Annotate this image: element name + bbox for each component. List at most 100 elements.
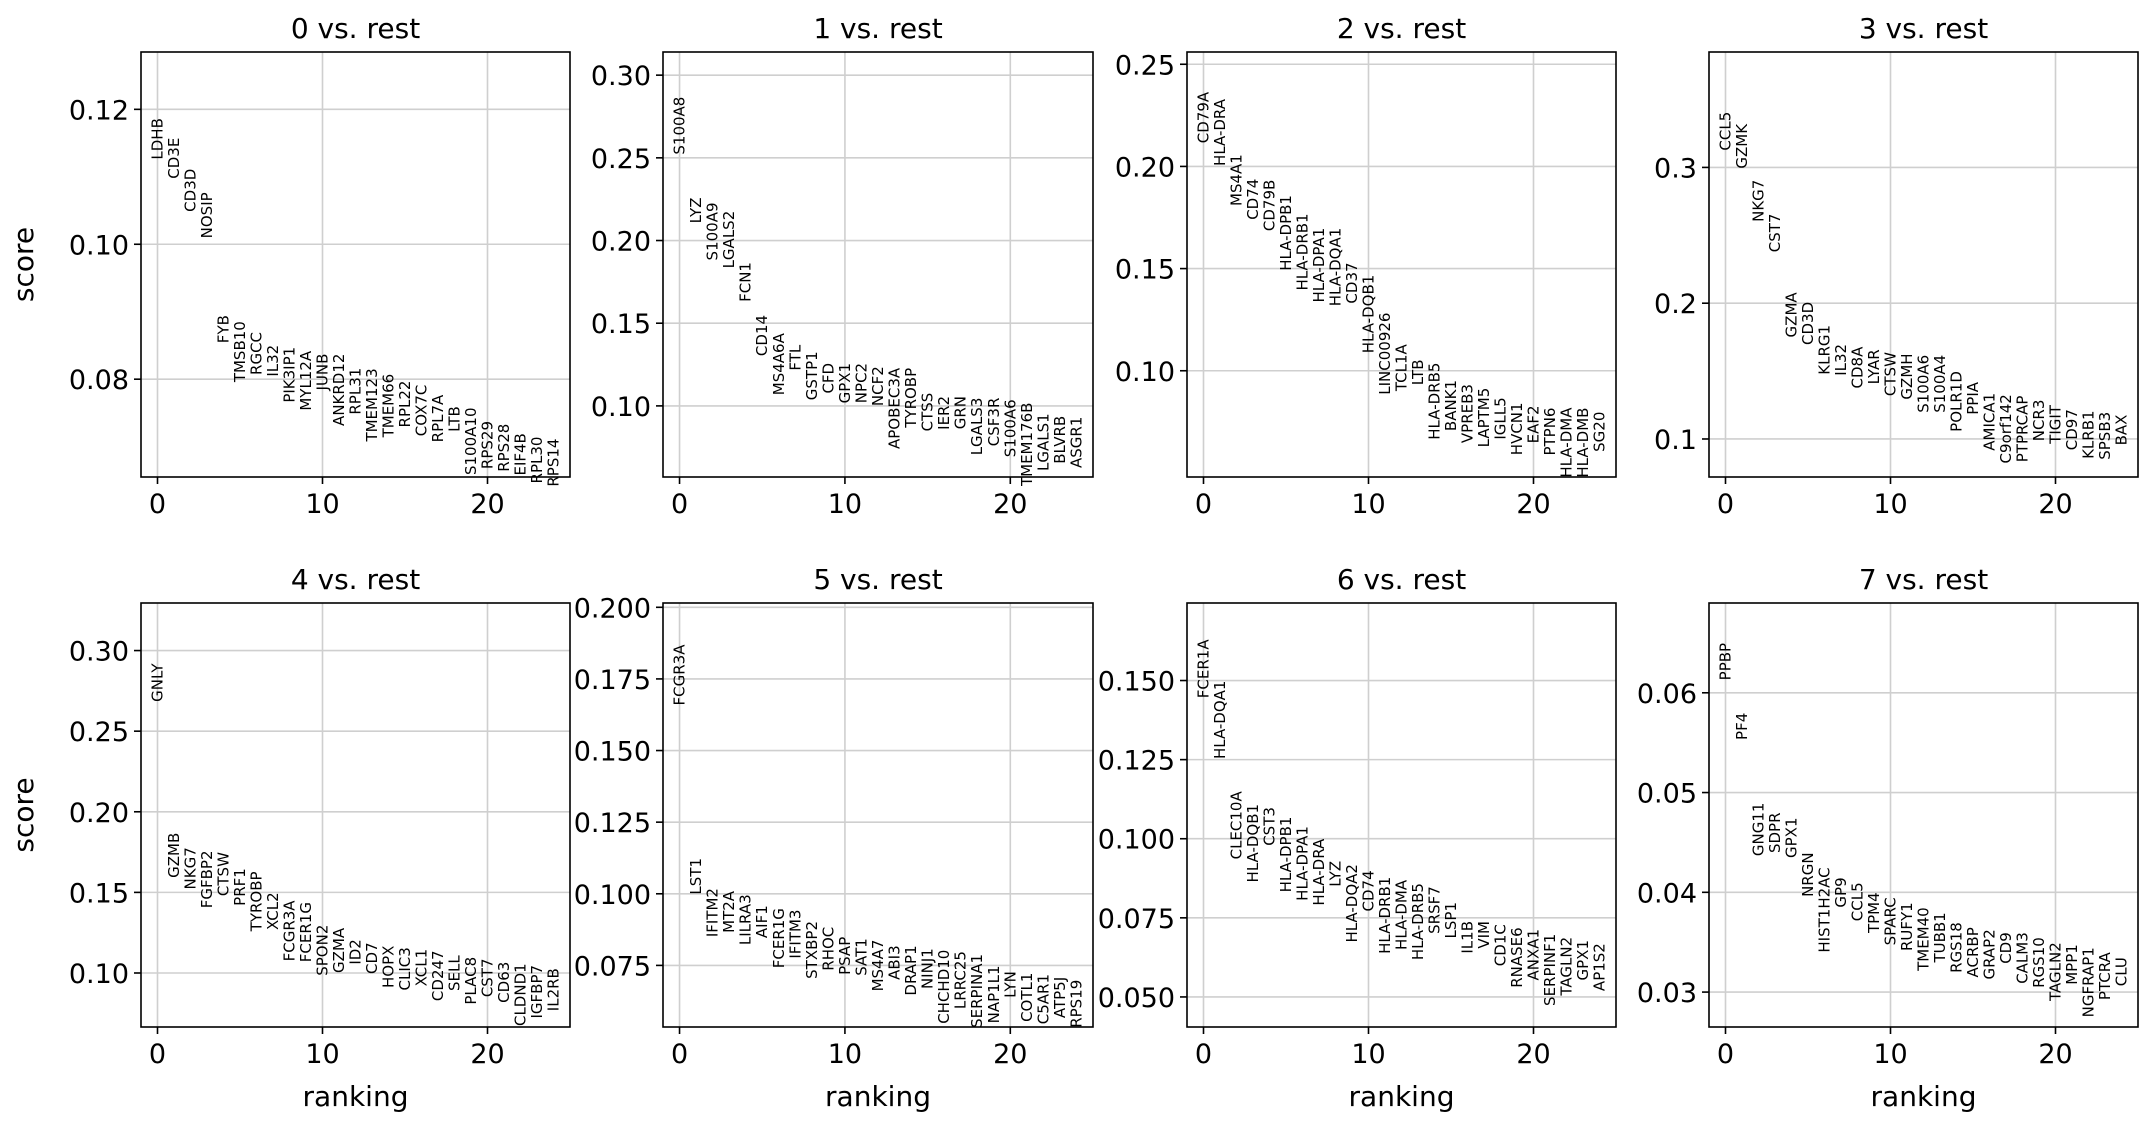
gene-label: BLVRB <box>1051 416 1069 464</box>
y-tick-label: 0.200 <box>574 593 651 624</box>
gene-label: SPARC <box>1882 897 1900 945</box>
y-tick-label: 0.15 <box>591 309 651 340</box>
panel-2: 0 10 200.100.150.200.252 vs. restCD79AHLA-… <box>1115 12 1617 520</box>
x-tick-label: 20 <box>1516 489 1550 520</box>
gene-label: RPL22 <box>396 381 414 428</box>
gene-label: SDPR <box>1766 813 1784 854</box>
plot-frame <box>140 51 571 478</box>
gene-label: AIF1 <box>753 905 771 938</box>
gene-label: TAGLN2 <box>2047 942 2065 1002</box>
y-tick-label: 0.1 <box>1654 425 1697 456</box>
gene-label: HVCN1 <box>1508 402 1526 455</box>
gene-label: CLU <box>2113 957 2131 986</box>
gene-label: GZMK <box>1733 123 1751 169</box>
gene-label: ID2 <box>347 939 365 965</box>
panel-title: 7 vs. rest <box>1859 563 1988 596</box>
gene-label: CSF3R <box>985 398 1003 447</box>
gene-label: CHCHD10 <box>935 950 953 1024</box>
y-tick-label: 0.06 <box>1637 679 1697 710</box>
gene-label: XCL2 <box>264 892 282 930</box>
gene-label: HLA-DRB1 <box>1294 213 1312 290</box>
y-tick-label: 0.15 <box>69 878 129 909</box>
x-tick-label: 0 <box>149 489 166 520</box>
gene-label: HIST1H2AC <box>1816 867 1834 952</box>
x-tick-label: 20 <box>470 489 504 520</box>
gene-label: HLA-DPB1 <box>1277 195 1295 271</box>
panel-6: 0 10 20 0.050 0.075 0.100 0.125 0.150 6 vs. rest… <box>1098 563 1617 1113</box>
gene-label: PPIA <box>1964 381 1982 415</box>
x-tick-label: 0 <box>1195 1039 1212 1070</box>
plot-frame <box>1186 602 1617 1028</box>
gene-label: GZMH <box>1898 353 1916 399</box>
gene-label: GP9 <box>1832 877 1850 907</box>
gene-label: RUFY1 <box>1898 902 1916 951</box>
gene-label: FCN1 <box>737 262 755 302</box>
y-tick-label: 0.04 <box>1637 878 1697 909</box>
gene-label: RHOC <box>819 927 837 971</box>
gene-label: FCGR3A <box>281 900 299 962</box>
plot-frame <box>140 602 571 1028</box>
gene-label: IL32 <box>264 345 282 377</box>
gene-label: CD247 <box>429 950 447 1001</box>
gene-label: IL2RB <box>545 968 563 1011</box>
y-tick-label: 0.12 <box>69 95 129 126</box>
gene-label: MS4A6A <box>770 332 788 395</box>
gene-label: LILRA3 <box>737 894 755 945</box>
gene-label: LAPTM5 <box>1475 388 1493 448</box>
x-tick-label: 20 <box>993 1039 1027 1070</box>
gene-label: HLA-DQA1 <box>1211 681 1229 760</box>
panel-4: 0 10 20 0.10 0.15 0.20 0.25 0.30 4 vs. rest score… <box>7 563 571 1113</box>
gene-label: RPS28 <box>495 424 513 472</box>
y-tick-label: 0.30 <box>69 637 129 668</box>
gene-label: NKG7 <box>182 847 200 889</box>
gene-label: SERPINA1 <box>968 954 986 1028</box>
gene-label: NCF2 <box>869 366 887 406</box>
gene-label: CFD <box>819 363 837 394</box>
gene-label: HLA-DMB <box>1574 408 1592 478</box>
gene-label: HLA-DQB1 <box>1360 275 1378 354</box>
gene-label: LDHB <box>149 118 167 159</box>
y-tick-label: 0.30 <box>591 61 651 92</box>
gene-label: HLA-DPA1 <box>1310 228 1328 303</box>
gene-label: LST1 <box>687 858 705 895</box>
gene-label: FYB <box>215 315 233 343</box>
gene-label: GSTP1 <box>803 351 821 400</box>
panel-title: 2 vs. rest <box>1337 12 1466 45</box>
gene-label: CLEC10A <box>1228 791 1246 860</box>
gene-label: MS4A7 <box>869 940 887 992</box>
gene-label: LYZ <box>1327 861 1345 887</box>
gene-label: S100A9 <box>704 202 722 260</box>
gene-label: FCGR3A <box>671 644 689 706</box>
gene-label: VIM <box>1475 921 1493 949</box>
gene-label: GNLY <box>149 663 167 702</box>
panel-title: 3 vs. rest <box>1859 12 1988 45</box>
gene-label: HLA-DQA1 <box>1327 228 1345 307</box>
gene-label: CST7 <box>1766 214 1784 253</box>
gene-label: RPL31 <box>347 368 365 415</box>
gene-label: GRN <box>952 396 970 429</box>
gene-label: MS4A1 <box>1228 154 1246 206</box>
gene-label: PTPN6 <box>1541 408 1559 456</box>
x-tick-label: 10 <box>305 1039 339 1070</box>
gene-label: IER2 <box>935 396 953 430</box>
gene-label: RPS19 <box>1067 980 1085 1028</box>
gene-label: HLA-DRB5 <box>1426 363 1444 440</box>
y-tick-label: 0.10 <box>591 392 651 423</box>
gene-label: HLA-DPA1 <box>1294 826 1312 901</box>
gene-label: CALM3 <box>2014 932 2032 984</box>
gene-label: C5AR1 <box>1034 974 1052 1024</box>
gene-label: PRF1 <box>231 868 249 906</box>
gene-label: TMEM176B <box>1018 403 1036 487</box>
gene-label: HLA-DQA2 <box>1343 864 1361 943</box>
gene-label: CD63 <box>495 962 513 1003</box>
y-tick-label: 0.2 <box>1654 289 1697 320</box>
gene-label: CLDND1 <box>512 963 530 1026</box>
panel-title: 5 vs. rest <box>813 563 942 596</box>
x-tick-label: 20 <box>2038 489 2072 520</box>
gene-label: HLA-DMA <box>1558 407 1576 478</box>
gene-label: FCER1G <box>297 902 315 962</box>
gene-label: LTB <box>446 406 464 432</box>
gene-label: NAP1L1 <box>985 965 1003 1023</box>
